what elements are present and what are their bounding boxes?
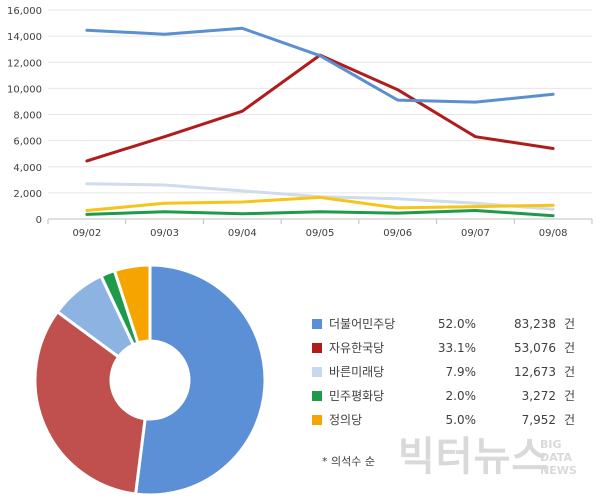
line-chart-x-axis: 09/02 09/03 09/04 09/05 09/06 09/07 09/08 — [47, 218, 593, 239]
legend-percent: 33.1% — [438, 341, 476, 355]
legend-unit: 건 — [564, 365, 575, 379]
y-tick-label: 6,000 — [13, 137, 42, 148]
legend-unit: 건 — [564, 341, 575, 355]
legend-label: 자유한국당 — [329, 341, 384, 355]
legend-swatch — [312, 391, 322, 401]
legend-percent: 52.0% — [438, 317, 476, 331]
legend-row: 바른미래당 7.9% 12,673 건 — [312, 365, 575, 379]
pie-slice — [112, 263, 152, 345]
legend-row: 민주평화당 2.0% 3,272 건 — [312, 389, 575, 403]
legend-unit: 건 — [564, 413, 575, 427]
x-tick-label: 09/06 — [383, 228, 412, 239]
legend-percent: 5.0% — [446, 413, 477, 427]
line-chart-grid — [48, 9, 592, 194]
series-line — [85, 209, 555, 218]
legend-row: 더불어민주당 52.0% 83,238 건 — [312, 317, 575, 331]
legend-unit: 건 — [564, 389, 575, 403]
x-tick-label: 09/05 — [306, 228, 335, 239]
legend-swatch — [312, 319, 322, 329]
line-chart: 0 2,000 4,000 6,000 8,000 10,000 12,000 14,000 1… — [7, 6, 593, 239]
legend-swatch — [312, 415, 322, 425]
legend-count: 53,076 — [514, 341, 556, 355]
series-line — [85, 53, 555, 163]
series-line — [85, 26, 555, 104]
legend-count: 3,272 — [522, 389, 556, 403]
legend-note: * 의석수 순 — [322, 455, 375, 468]
y-tick-label: 10,000 — [7, 84, 42, 95]
x-tick-label: 09/04 — [228, 228, 257, 239]
series-line — [85, 195, 555, 212]
y-tick-label: 4,000 — [13, 163, 42, 174]
legend-percent: 2.0% — [446, 389, 477, 403]
watermark-logo: 빅터뉴스 BIG DATA NEWS — [398, 434, 577, 480]
legend-label: 민주평화당 — [329, 389, 384, 403]
watermark-main: 빅터뉴스 — [398, 434, 549, 480]
line-chart-series — [85, 26, 555, 218]
pie-slice — [133, 263, 267, 497]
x-tick-label: 09/08 — [539, 228, 568, 239]
y-tick-label: 16,000 — [7, 6, 42, 17]
y-tick-label: 8,000 — [13, 111, 42, 122]
legend-swatch — [312, 367, 322, 377]
x-tick-label: 09/07 — [461, 228, 490, 239]
watermark-line1: BIG — [540, 438, 562, 451]
legend-count: 12,673 — [514, 365, 556, 379]
legend-row: 정의당 5.0% 7,952 건 — [312, 413, 575, 427]
watermark-line2: DATA — [540, 451, 572, 464]
legend-row: 자유한국당 33.1% 53,076 건 — [312, 341, 575, 355]
line-chart-y-axis: 0 2,000 4,000 6,000 8,000 10,000 12,000 14,000 1… — [7, 6, 42, 226]
x-tick-label: 09/02 — [72, 228, 101, 239]
legend-count: 7,952 — [522, 413, 556, 427]
pie-chart — [33, 263, 267, 497]
y-tick-label: 0 — [36, 215, 42, 226]
legend-label: 정의당 — [329, 413, 362, 427]
legend-swatch — [312, 343, 322, 353]
y-tick-label: 2,000 — [13, 189, 42, 200]
legend-label: 더불어민주당 — [329, 317, 395, 331]
watermark-line3: NEWS — [540, 464, 577, 477]
legend-count: 83,238 — [514, 317, 556, 331]
y-tick-label: 14,000 — [7, 32, 42, 43]
x-tick-label: 09/03 — [150, 228, 179, 239]
legend-unit: 건 — [564, 317, 575, 331]
legend-label: 바른미래당 — [329, 365, 384, 379]
y-tick-label: 12,000 — [7, 58, 42, 69]
legend-percent: 7.9% — [446, 365, 477, 379]
